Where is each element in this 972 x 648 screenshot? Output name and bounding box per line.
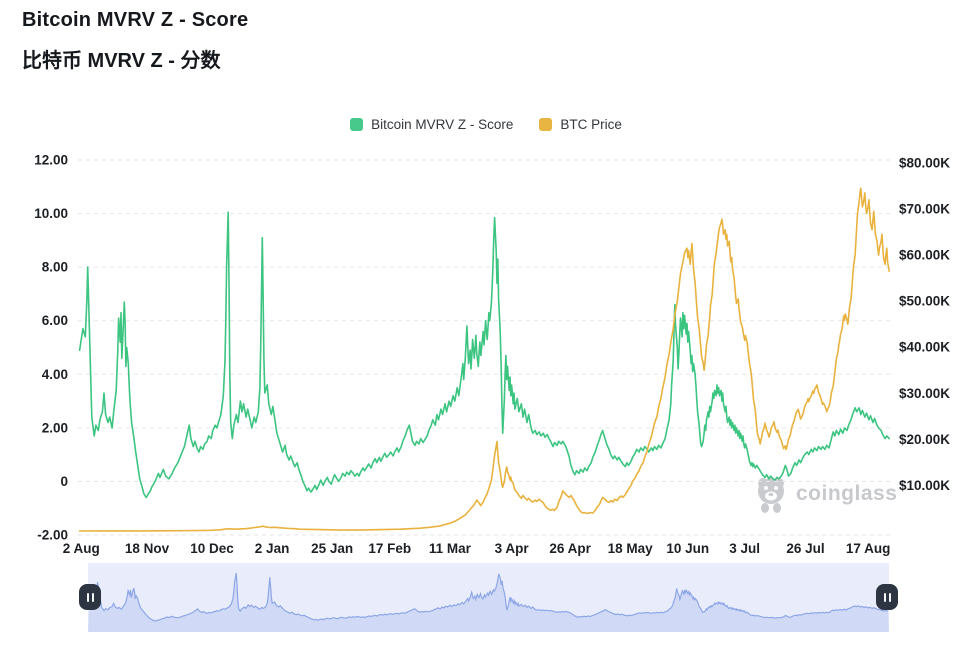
coinglass-watermark: coinglass — [752, 474, 897, 514]
page-subtitle-zh: 比特币 MVRV Z - 分数 — [22, 50, 221, 72]
y-axis-right-tick: $40.00K — [899, 340, 950, 355]
pause-grip-icon — [86, 592, 89, 602]
x-axis-tick: 17 Feb — [368, 541, 411, 556]
y-axis-left-tick: 10.00 — [34, 206, 68, 221]
y-axis-right-tick: $30.00K — [899, 386, 950, 401]
x-axis-tick: 2 Jan — [255, 541, 290, 556]
legend-item-mvrv[interactable]: Bitcoin MVRV Z - Score — [350, 117, 513, 132]
y-axis-right-tick: $70.00K — [899, 202, 950, 217]
x-axis-tick: 18 Nov — [125, 541, 170, 556]
y-axis-right-tick: $20.00K — [899, 432, 950, 447]
x-axis-tick: 17 Aug — [846, 541, 891, 556]
x-axis-tick: 3 Apr — [495, 541, 530, 556]
y-axis-left-tick: 6.00 — [42, 313, 68, 328]
legend-label-mvrv: Bitcoin MVRV Z - Score — [371, 117, 514, 132]
coinglass-watermark-text: coinglass — [796, 482, 898, 505]
chart-legend: Bitcoin MVRV Z - Score BTC Price — [0, 117, 972, 132]
y-axis-left-tick: 4.00 — [42, 367, 68, 382]
btc-legend-swatch-icon — [539, 118, 553, 131]
x-axis-tick: 11 Mar — [429, 541, 472, 556]
navigator-area — [88, 573, 889, 632]
pause-grip-icon — [888, 592, 891, 602]
y-axis-right-tick: $60.00K — [899, 248, 950, 263]
y-axis-left-tick: -2.00 — [37, 528, 68, 543]
x-axis-tick: 10 Jun — [666, 541, 709, 556]
x-axis-tick: 25 Jan — [311, 541, 353, 556]
y-axis-left-tick: 2.00 — [42, 420, 68, 435]
mvrv-legend-swatch-icon — [350, 118, 364, 131]
y-axis-right-tick: $80.00K — [899, 156, 950, 171]
series-line-mvrv — [78, 211, 890, 499]
navigator-right-handle[interactable] — [876, 584, 898, 610]
x-axis-tick: 26 Apr — [549, 541, 591, 556]
legend-item-btc-price[interactable]: BTC Price — [539, 117, 622, 132]
y-axis-right-tick: $10.00K — [899, 478, 950, 493]
page-title: Bitcoin MVRV Z - Score — [22, 9, 249, 31]
y-axis-left-tick: 8.00 — [42, 260, 68, 275]
y-axis-right-tick: $50.00K — [899, 294, 950, 309]
x-axis-tick: 26 Jul — [786, 541, 824, 556]
pause-grip-icon — [91, 592, 94, 602]
x-axis-tick: 10 Dec — [190, 541, 234, 556]
x-axis-tick: 3 Jul — [729, 541, 760, 556]
legend-label-btc-price: BTC Price — [560, 117, 622, 132]
pause-grip-icon — [883, 592, 886, 602]
x-axis-tick: 2 Aug — [63, 541, 100, 556]
coinglass-bear-logo-icon — [758, 478, 784, 513]
y-axis-left-tick: 0 — [60, 474, 68, 489]
navigator-band[interactable] — [88, 563, 889, 632]
navigator-left-handle[interactable] — [79, 584, 101, 610]
navigator-line — [89, 572, 889, 622]
x-axis-tick: 18 May — [608, 541, 654, 556]
y-axis-left-tick: 12.00 — [34, 153, 68, 168]
